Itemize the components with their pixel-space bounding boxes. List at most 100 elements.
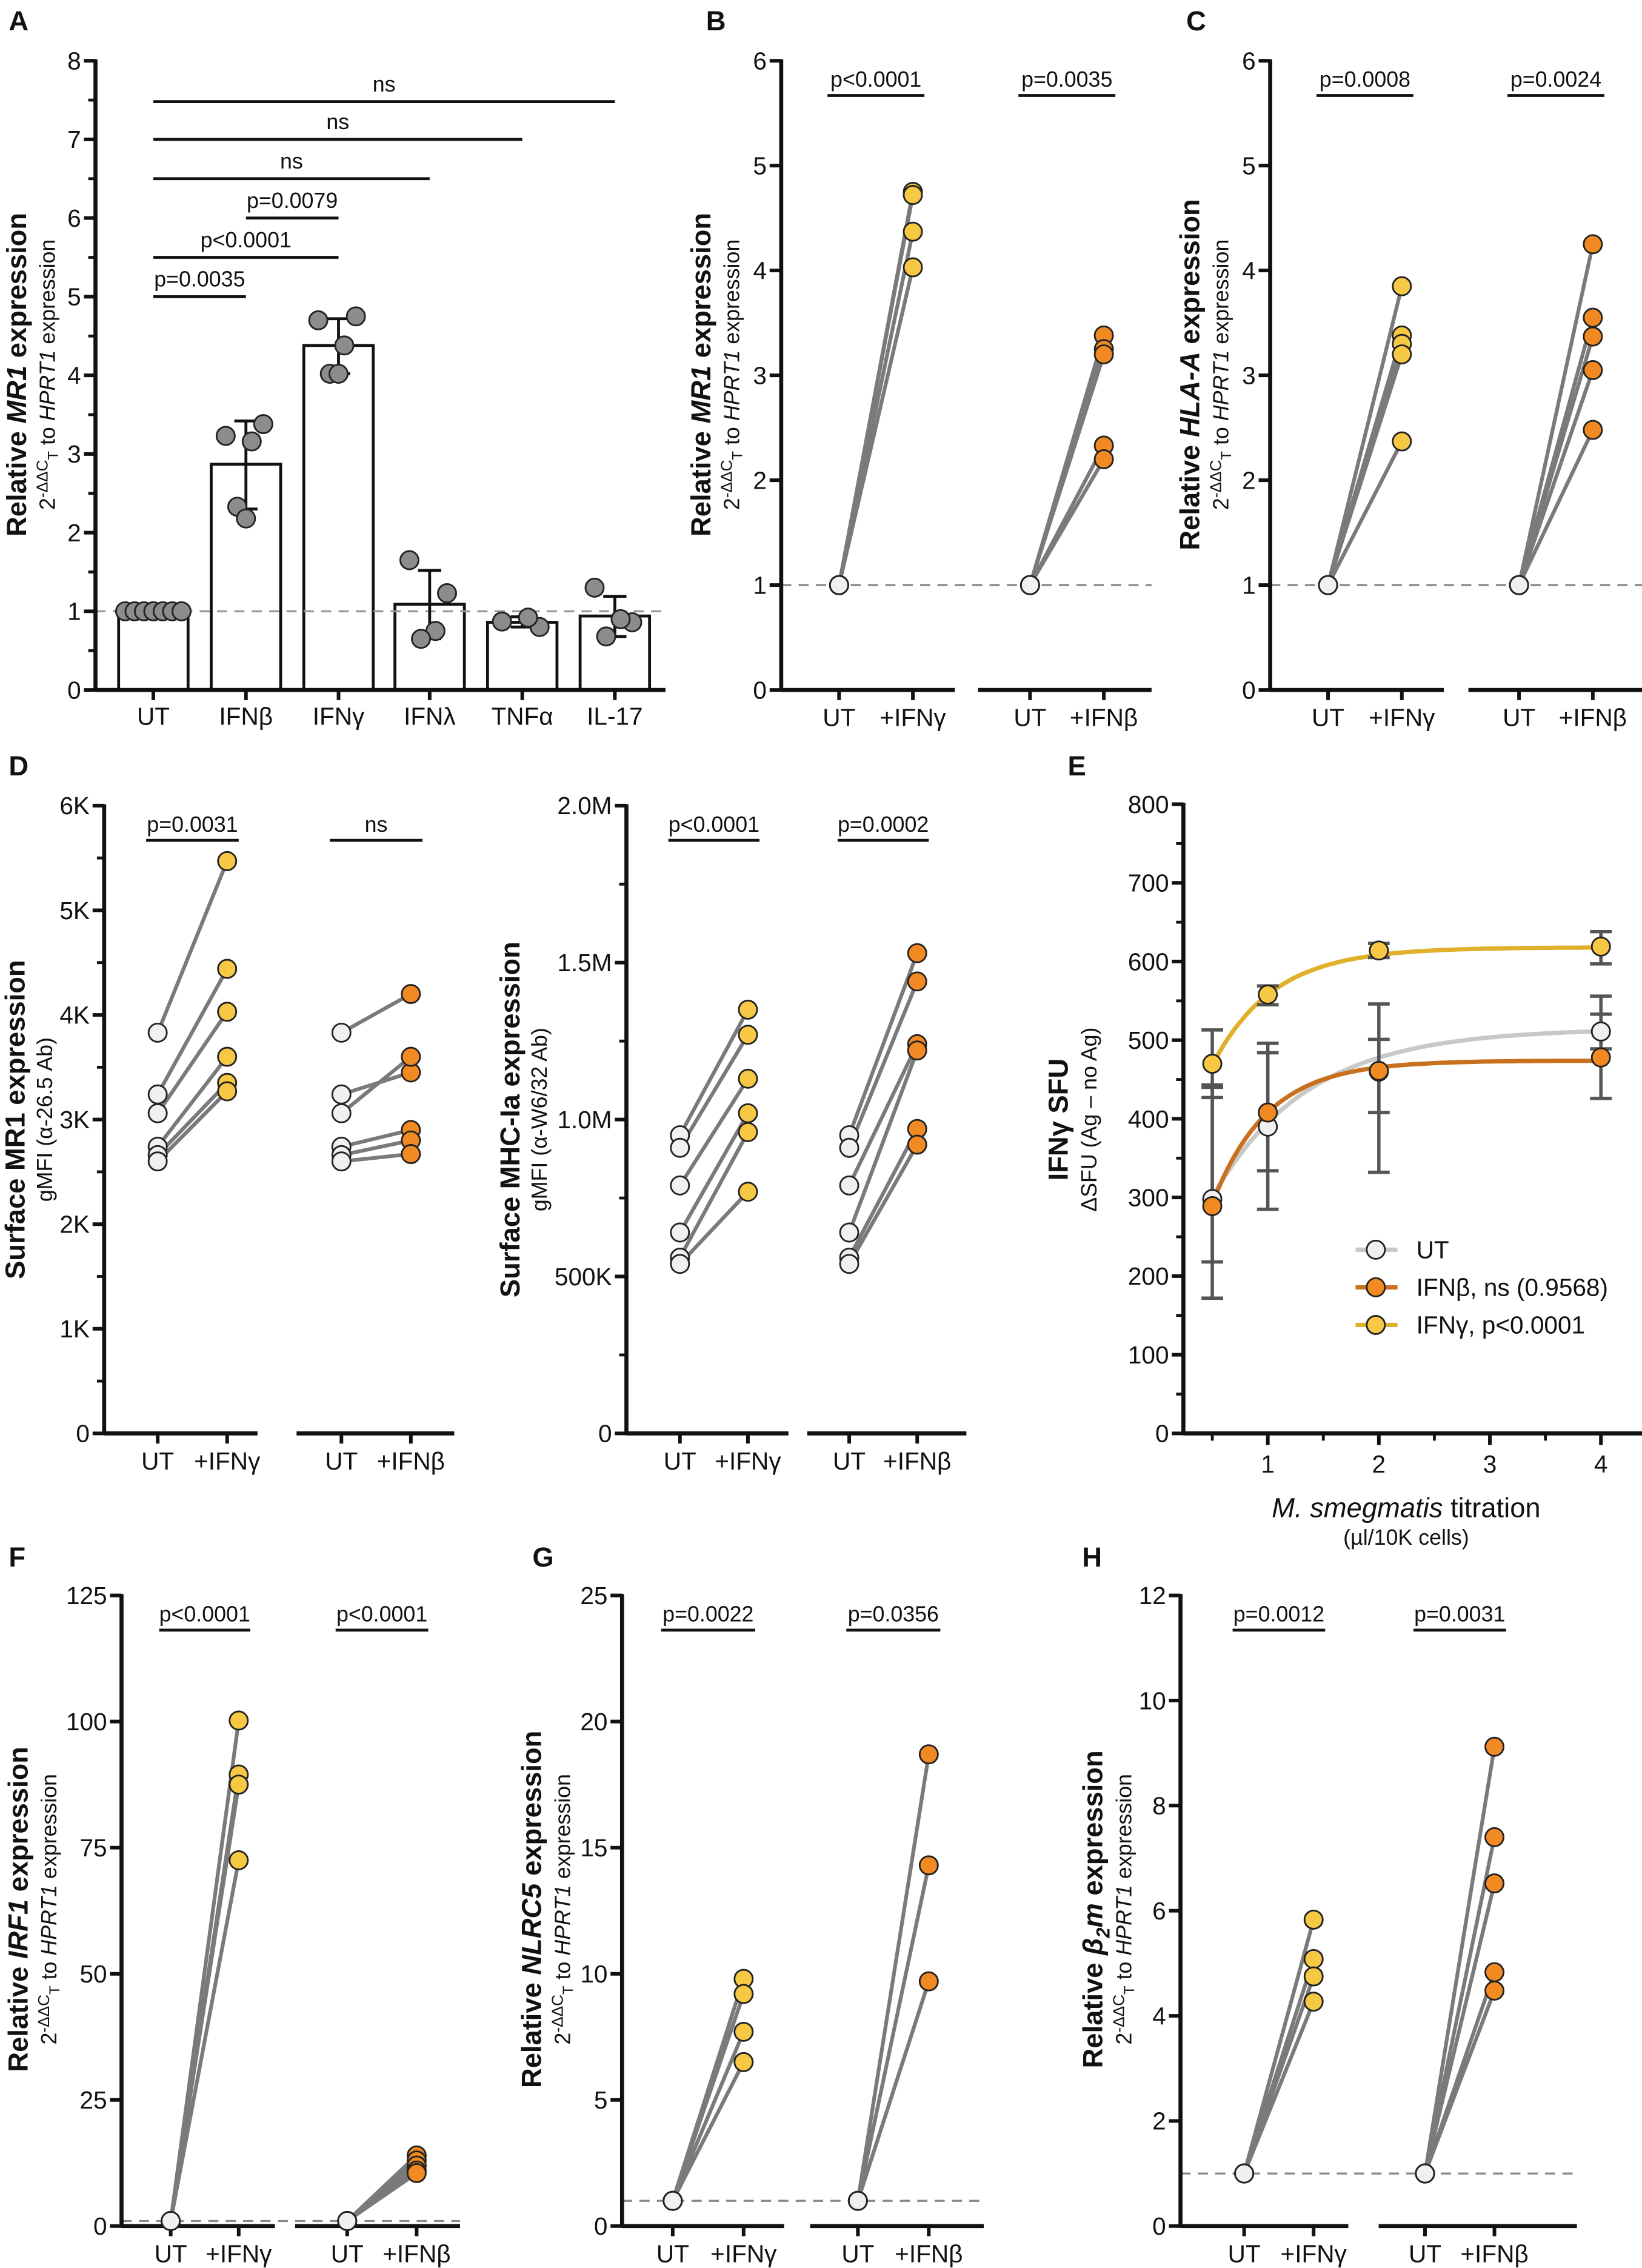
p-value-label: ns: [373, 72, 396, 96]
pair-line: [678, 1130, 750, 1260]
y-tick-label: 100: [66, 1708, 107, 1736]
ifng-point: [733, 2021, 754, 2042]
data-point: [399, 550, 419, 570]
pair-line: [1517, 242, 1595, 587]
pair-line: [1517, 368, 1595, 587]
pair-line: [1423, 1989, 1497, 2176]
ifng-point: [217, 1081, 238, 1102]
y-axis-title: IFNγ SFU: [1043, 1059, 1073, 1180]
y-tick-label: 4K: [59, 1001, 90, 1029]
y-axis-subtitle: gMFI (α-26.5 Ab): [33, 1037, 57, 1202]
ifnb-point: [1093, 344, 1114, 364]
x-tick-label: 2: [1372, 1450, 1386, 1478]
pair-line: [1326, 284, 1404, 587]
y-tick-label: 10: [580, 1960, 607, 1988]
pair-line: [1326, 352, 1404, 587]
x-tick-label: +IFNγ: [194, 1447, 261, 1475]
data-point-IFNβ: [1590, 1047, 1611, 1068]
y-axis-title: Relative MR1 expression: [1, 213, 32, 537]
ifnb-point: [907, 971, 927, 992]
pair-line: [156, 1089, 229, 1163]
x-tick-label: +IFNγ: [879, 704, 946, 732]
ifng-point: [217, 958, 238, 979]
data-point: [172, 601, 192, 621]
ifnb-point: [1583, 234, 1603, 255]
x-tick-label: +IFNγ: [1369, 704, 1435, 732]
y-tick-label: 500K: [555, 1263, 612, 1291]
x-tick-label: +IFNβ: [895, 2240, 963, 2267]
data-point: [253, 414, 273, 435]
panel-label: B: [706, 5, 726, 36]
p-value-label: p=0.0012: [1233, 1602, 1324, 1627]
x-tick-label: UT: [1409, 2240, 1441, 2267]
x-tick-label: UT: [141, 1447, 174, 1475]
y-tick-label: 0: [76, 1420, 90, 1448]
x-tick-label: UT: [823, 704, 855, 732]
ifng-point: [738, 1182, 758, 1202]
bar: [302, 344, 375, 692]
ut-point: [337, 2211, 358, 2231]
y-tick-label: 2K: [59, 1211, 90, 1239]
ifnb-point: [918, 1971, 939, 1992]
ut-point: [839, 1175, 859, 1196]
ut-point: [331, 1022, 352, 1043]
ifnb-point: [907, 1040, 927, 1061]
ifnb-point: [907, 943, 927, 963]
data-point-IFNγ: [1258, 985, 1278, 1005]
ut-point: [662, 2190, 683, 2211]
p-value-label: p=0.0079: [247, 189, 338, 213]
ut-point: [670, 1222, 690, 1243]
pair-line: [1517, 427, 1595, 587]
y-tick-label: 0: [1155, 1420, 1169, 1448]
ifnb-point: [1583, 420, 1603, 440]
p-value-label: p<0.0001: [336, 1602, 427, 1627]
bar: [117, 609, 190, 692]
ifnb-point: [1484, 1873, 1505, 1894]
pair-line: [169, 1858, 241, 2223]
ut-point: [1020, 575, 1040, 595]
ifng-point: [1392, 276, 1412, 296]
ut-point: [147, 1103, 168, 1123]
pair-line: [1423, 1745, 1497, 2176]
y-tick-label: 8: [1152, 1792, 1166, 1820]
data-point: [584, 577, 605, 598]
ifng-point: [1392, 431, 1412, 452]
data-point: [215, 426, 236, 446]
y-tick-label: 3: [1242, 361, 1256, 389]
pair-line: [856, 1752, 931, 2203]
pair-line: [856, 1863, 931, 2203]
panel-label: G: [532, 1542, 553, 1573]
ut-point: [839, 1137, 859, 1158]
ifng-point: [1303, 1992, 1324, 2012]
y-axis-title: Relative HLA-A expression: [1175, 199, 1206, 550]
ifng-point: [1303, 1966, 1324, 1987]
x-tick-label: +IFNβ: [1559, 704, 1627, 732]
p-value-label: p=0.0035: [154, 267, 245, 292]
x-tick-label: +IFNβ: [1070, 704, 1138, 732]
ut-point: [670, 1254, 690, 1274]
y-tick-label: 25: [80, 2086, 107, 2114]
p-value-label: p=0.0008: [1320, 67, 1410, 92]
y-tick-label: 20: [580, 1708, 607, 1736]
y-tick-label: 5: [594, 2086, 608, 2114]
y-tick-label: 1: [1242, 571, 1256, 599]
ifng-point: [903, 221, 923, 242]
ifnb-point: [401, 984, 421, 1005]
pair-line: [670, 1992, 746, 2203]
legend-marker: [1366, 1239, 1386, 1260]
pair-line: [156, 1009, 229, 1116]
ifng-point: [903, 185, 923, 206]
y-tick-label: 15: [580, 1834, 607, 1862]
data-point-IFNγ: [1202, 1054, 1223, 1074]
data-point-IFNβ: [1369, 1060, 1389, 1081]
data-point: [596, 626, 616, 647]
pair-line: [1028, 352, 1106, 587]
pair-line: [1423, 1881, 1497, 2176]
ifnb-point: [1093, 449, 1114, 469]
y-tick-label: 800: [1128, 791, 1169, 818]
legend-label: IFNβ, ns (0.9568): [1417, 1274, 1608, 1302]
pair-line: [678, 1077, 750, 1188]
p-value-label: p=0.0356: [848, 1602, 939, 1627]
y-tick-label: 0: [753, 676, 767, 704]
p-value-label: p<0.0001: [159, 1602, 250, 1627]
